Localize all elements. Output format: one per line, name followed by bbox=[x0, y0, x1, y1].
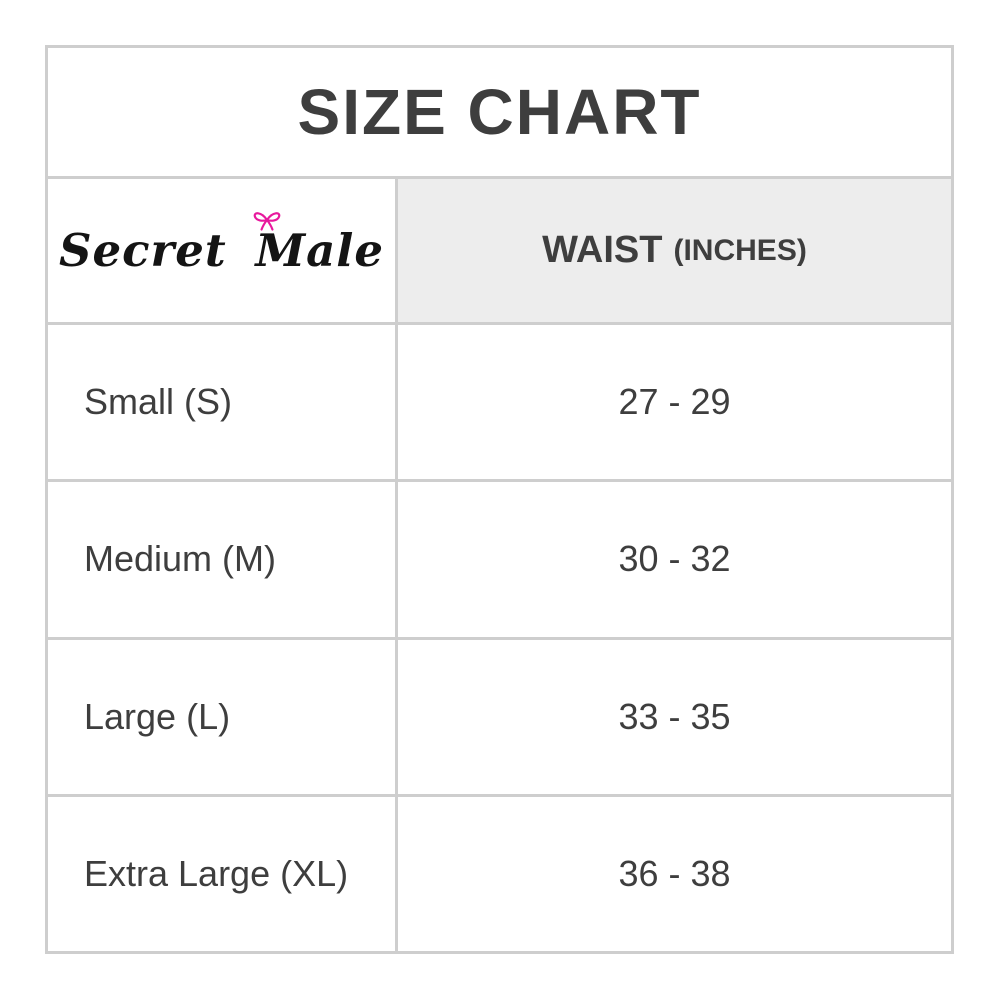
size-label-small: Small (S) bbox=[48, 322, 398, 480]
waist-value-medium: 30 - 32 bbox=[398, 479, 951, 636]
waist-header-unit: (INCHES) bbox=[673, 233, 807, 267]
brand-word-male: Male bbox=[253, 212, 384, 277]
waist-header-label: WAIST bbox=[542, 229, 663, 271]
waist-value-large: 33 - 35 bbox=[398, 636, 951, 794]
size-chart-table: SIZE CHART Secret Male WAIST (INCHES) Sm… bbox=[45, 45, 954, 954]
brand-logo: Secret Male bbox=[58, 212, 384, 277]
size-label-medium: Medium (M) bbox=[48, 479, 398, 637]
page-title: SIZE CHART bbox=[297, 76, 702, 148]
pink-bow-icon bbox=[253, 212, 281, 231]
waist-value-extra-large: 36 - 38 bbox=[398, 793, 951, 951]
brand-logo-cell: Secret Male bbox=[48, 176, 398, 322]
waist-column-header: WAIST (INCHES) bbox=[398, 176, 951, 322]
waist-value-small: 27 - 29 bbox=[398, 322, 951, 479]
size-label-extra-large: Extra Large (XL) bbox=[48, 793, 398, 951]
brand-word-secret: Secret bbox=[58, 224, 227, 277]
size-label-large: Large (L) bbox=[48, 636, 398, 794]
